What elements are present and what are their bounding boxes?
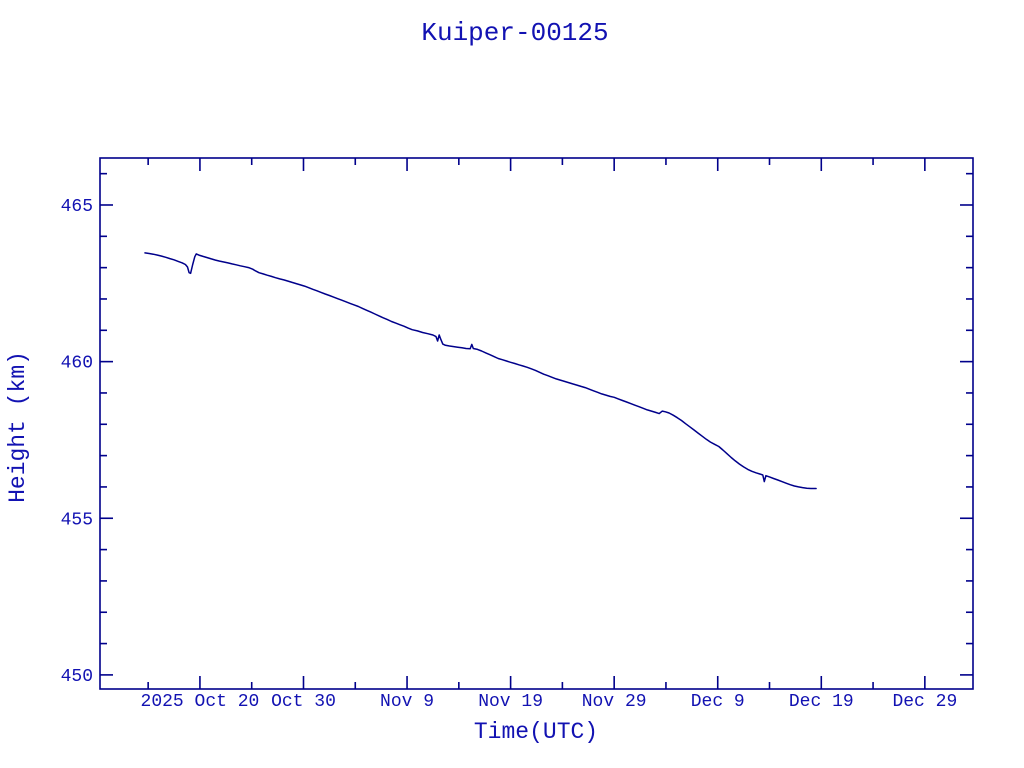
x-tick-label: Dec 19 [789,692,854,712]
y-axis-title: Height (km) [5,351,31,503]
x-tick-label: 2025 Oct 20 [141,692,260,712]
y-tick-label: 455 [61,510,93,530]
y-tick-label: 465 [61,197,93,217]
x-axis-title: Time(UTC) [474,719,598,745]
y-tick-label: 460 [61,354,93,374]
axis-ticks [100,158,973,689]
x-tick-label: Oct 30 [271,692,336,712]
plot-frame [99,157,974,690]
height-series-line [144,252,817,490]
axis-tick-labels: 2025 Oct 20 Oct 30 Nov 9 Nov 19 Nov 29 Dec 9 D… [61,197,958,712]
y-tick-label: 450 [61,667,93,687]
chart-title: Kuiper-00125 [421,18,608,48]
x-tick-label: Dec 29 [892,692,957,712]
x-tick-label: Dec 9 [691,692,745,712]
x-tick-label: Nov 9 [380,692,434,712]
x-tick-label: Nov 19 [478,692,543,712]
x-tick-label: Nov 29 [582,692,647,712]
